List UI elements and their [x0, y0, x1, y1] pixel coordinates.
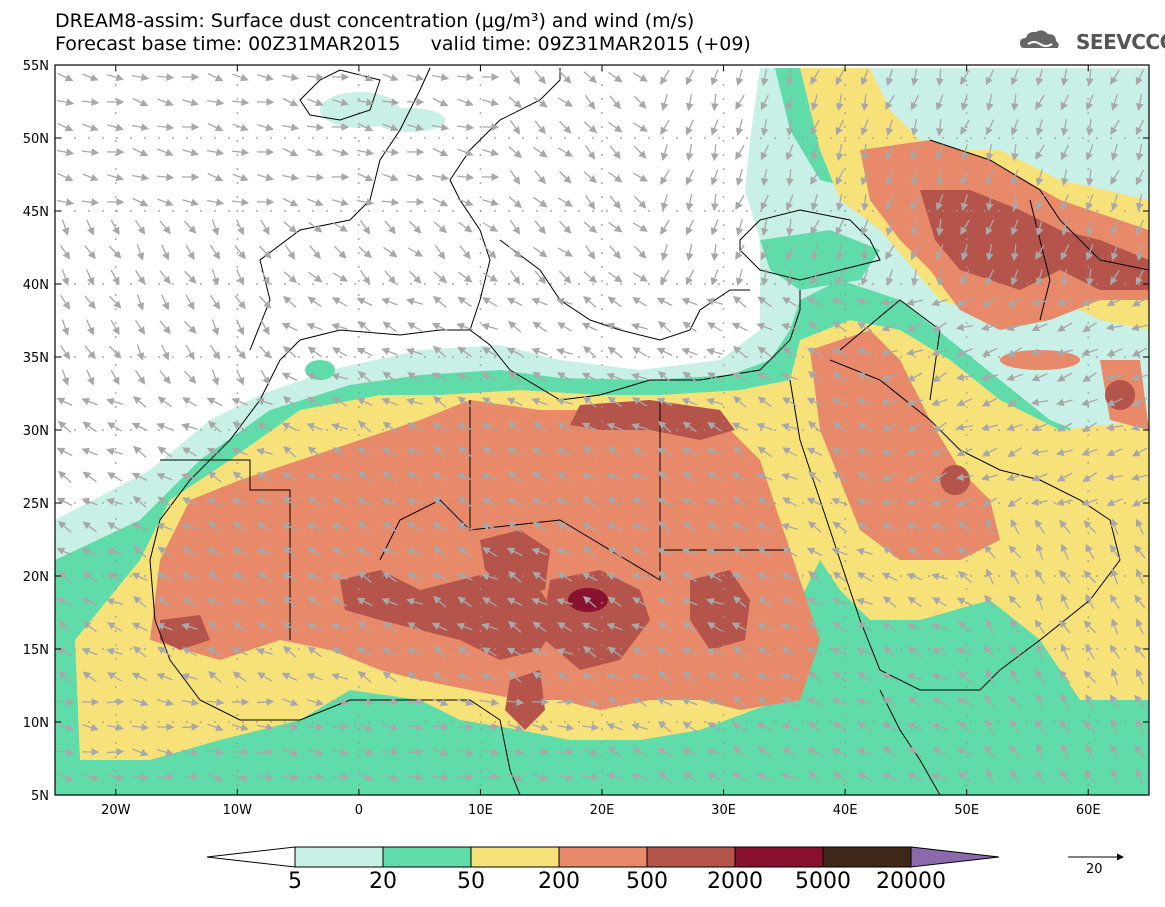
colorbar-max-arrow	[910, 846, 1000, 868]
lon-label: 40E	[833, 803, 858, 818]
lat-label: 20N	[23, 570, 49, 585]
colorbar-label: 5000	[795, 869, 851, 894]
colorbar-label: 50	[457, 869, 485, 894]
lon-label: 60E	[1076, 803, 1101, 818]
lon-label: 20E	[590, 803, 615, 818]
chart-title-line2: Forecast base time: 00Z31MAR2015 valid t…	[55, 33, 751, 55]
lat-label: 10N	[23, 716, 49, 731]
lon-label: 20W	[101, 803, 131, 818]
colorbar-label: 20000	[876, 869, 946, 894]
colorbar-label: 5	[288, 869, 302, 894]
lat-label: 50N	[23, 132, 49, 147]
seevccc-logo	[1020, 30, 1059, 48]
colorbar-swatch	[382, 846, 472, 868]
colorbar-swatch	[470, 846, 560, 868]
lon-label: 10W	[223, 803, 253, 818]
colorbar-label: 2000	[707, 869, 763, 894]
lat-label: 55N	[23, 59, 49, 74]
wind-vectors	[56, 68, 1148, 785]
lon-label: 10E	[468, 803, 493, 818]
chart-title-line1: DREAM8-assim: Surface dust concentration…	[55, 10, 695, 32]
lat-label: 35N	[23, 351, 49, 366]
lon-label: 0	[355, 803, 363, 818]
lat-label: 45N	[23, 205, 49, 220]
lat-label: 40N	[23, 278, 49, 293]
colorbar-swatch	[646, 846, 736, 868]
lon-labels: 20W 10W 0 10E 20E 30E 40E 50E 60E	[101, 803, 1101, 818]
colorbar-label: 500	[626, 869, 668, 894]
colorbar-swatch	[294, 846, 384, 868]
colorbar-swatch	[558, 846, 648, 868]
colorbar-swatch	[822, 846, 912, 868]
lon-label: 30E	[711, 803, 736, 818]
lon-label: 50E	[954, 803, 979, 818]
lat-labels: 55N 50N 45N 40N 35N 30N 25N 20N 15N 10N 5N	[23, 59, 49, 804]
colorbar-swatch	[734, 846, 824, 868]
lat-label: 30N	[23, 424, 49, 439]
dust-field	[55, 68, 1149, 795]
lat-label: 25N	[23, 497, 49, 512]
colorbar-label: 20	[369, 869, 397, 894]
colorbar-label: 200	[538, 869, 580, 894]
colorbar	[206, 846, 1000, 868]
colorbar-min-arrow	[206, 846, 296, 868]
lat-label: 5N	[31, 789, 49, 804]
reference-vector-label: 20	[1086, 862, 1103, 877]
lat-label: 15N	[23, 643, 49, 658]
logo-text: SEEVCCC	[1076, 30, 1165, 54]
axis-ticks	[55, 64, 1149, 796]
